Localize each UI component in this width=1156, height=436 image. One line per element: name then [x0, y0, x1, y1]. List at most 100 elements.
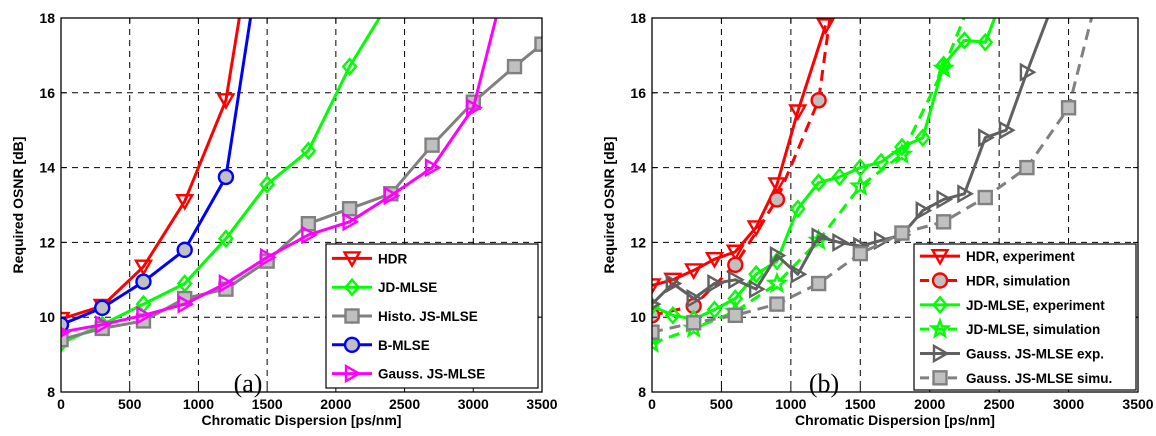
data-point	[767, 177, 787, 194]
data-point	[177, 294, 195, 314]
legend: HDR JD-MLSE Histo. JS-MLSE B-MLSE Gauss. JS-…	[325, 243, 539, 389]
x-tick-label: 500	[118, 396, 142, 412]
data-point	[341, 201, 358, 217]
legend-marker-5	[932, 370, 948, 386]
legend-marker-0	[342, 251, 362, 268]
y-tick-label: 14	[39, 160, 55, 176]
data-point	[685, 315, 702, 331]
x-axis-label: Chromatic Dispersion [ps/nm]	[795, 412, 995, 428]
legend-label: JD-MLSE, experiment	[966, 298, 1105, 313]
legend-label: JD-MLSE	[378, 280, 437, 295]
data-point	[894, 225, 910, 241]
x-tick-label: 500	[710, 396, 734, 412]
x-tick-label: 1500	[845, 396, 876, 412]
legend-marker-3	[343, 336, 361, 353]
data-point	[300, 141, 317, 161]
legend-marker-4	[344, 364, 362, 384]
legend-label: Histo. JS-MLSE	[378, 309, 478, 324]
data-point	[686, 288, 704, 309]
y-axis-label: Required OSNR [dB]	[10, 137, 26, 274]
legend-marker-1	[344, 277, 360, 297]
data-point	[135, 273, 152, 290]
chart-panel-a: 0 500 1000 1500 2000 2500 3000 3500 8 10 12 14 16 18 C…	[10, 10, 558, 428]
data-point	[978, 128, 995, 148]
panel-label: (b)	[809, 369, 839, 398]
legend: HDR, experiment HDR, simulation JD-MLSE, e…	[913, 243, 1137, 391]
legend-marker-1	[931, 272, 949, 289]
tick-marks	[651, 17, 1139, 393]
data-point	[95, 315, 112, 335]
data-point	[832, 232, 850, 252]
data-point	[748, 279, 766, 299]
x-tick-label: 2500	[984, 396, 1015, 412]
data-point	[664, 305, 681, 325]
data-point	[175, 194, 195, 211]
data-point	[652, 324, 660, 340]
data-point	[652, 278, 662, 295]
x-tick-label: 3000	[458, 396, 489, 412]
legend-marker-0	[930, 248, 950, 266]
y-tick-label: 10	[39, 309, 55, 325]
series-group	[652, 18, 1094, 354]
data-point	[788, 104, 808, 122]
y-tick-label: 8	[47, 384, 55, 400]
tick-marks	[60, 17, 543, 393]
data-point	[424, 158, 442, 178]
data-point	[383, 186, 401, 206]
axes-box	[651, 17, 1139, 393]
data-point	[998, 120, 1016, 140]
legend-label: JD-MLSE, simulation	[966, 322, 1100, 337]
data-point	[936, 189, 954, 209]
legend-label: Gauss. JS-MLSE simu.	[966, 371, 1112, 386]
data-point	[727, 307, 744, 324]
data-point	[534, 36, 542, 52]
data-point	[914, 128, 931, 148]
data-point	[748, 264, 765, 284]
data-point	[790, 264, 808, 284]
data-point	[665, 273, 683, 294]
legend-label: B-MLSE	[378, 338, 430, 353]
series-line-1	[61, 18, 382, 345]
data-point	[301, 225, 318, 245]
x-tick-label: 2000	[914, 396, 945, 412]
data-point	[932, 56, 955, 79]
y-tick-label: 16	[39, 85, 55, 101]
axes-box	[60, 17, 543, 393]
legend-label: HDR, simulation	[966, 274, 1070, 289]
y-tick-label: 18	[39, 10, 55, 26]
data-point	[956, 31, 973, 50]
y-tick-label: 12	[630, 234, 646, 250]
data-point	[217, 168, 235, 186]
data-point	[852, 245, 868, 262]
x-tick-label: 1500	[252, 396, 283, 412]
data-point	[725, 244, 745, 262]
legend-box	[913, 243, 1137, 391]
series-line-4	[652, 18, 1050, 306]
chart-panel-b: 0 500 1000 1500 2000 2500 3000 3500 8 10 12 14 16 18 C…	[601, 10, 1154, 428]
data-point	[810, 173, 827, 192]
data-point	[706, 300, 723, 320]
legend-label: Gauss. JS-MLSE exp.	[966, 347, 1104, 362]
legend-label: HDR	[378, 251, 407, 266]
data-point	[831, 167, 848, 187]
data-point	[466, 98, 483, 118]
y-axis-label: Required OSNR [dB]	[601, 137, 617, 274]
x-tick-label: 2000	[320, 396, 351, 412]
data-point	[957, 184, 974, 204]
data-point	[136, 305, 154, 325]
data-point	[61, 331, 69, 348]
data-point	[652, 331, 664, 354]
x-tick-label: 2500	[389, 396, 420, 412]
series-group	[61, 18, 542, 353]
legend-marker-3	[928, 317, 952, 339]
x-tick-label: 3000	[1053, 396, 1084, 412]
y-tick-label: 14	[630, 160, 646, 176]
data-point	[259, 175, 276, 194]
data-point	[424, 137, 440, 153]
data-point	[1060, 100, 1077, 116]
data-point	[707, 273, 725, 294]
data-point	[935, 214, 952, 230]
y-tick-label: 16	[630, 85, 646, 101]
x-axis-label: Chromatic Dispersion [ps/nm]	[202, 412, 402, 428]
